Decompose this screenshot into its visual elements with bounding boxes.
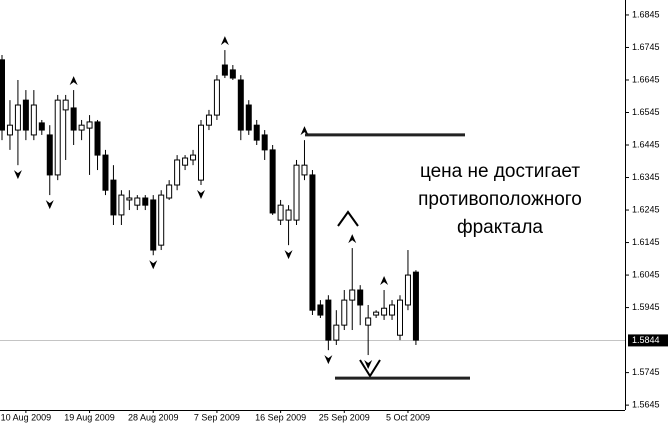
candle-body (134, 197, 141, 206)
candle-body (142, 197, 149, 206)
candle-body (62, 99, 69, 111)
candle-body (293, 164, 300, 221)
x-tick-label: 10 Aug 2009 (1, 412, 52, 422)
fractal-down (45, 200, 54, 210)
candle-body (166, 184, 173, 199)
candle-body (0, 59, 5, 131)
candle-body (54, 99, 61, 176)
candle-body (333, 324, 340, 341)
y-tick-label: 1.5945 (632, 302, 660, 312)
y-tick-label: 1.6845 (632, 9, 660, 19)
fractal-down (284, 250, 293, 260)
x-tick-label: 28 Aug 2009 (128, 412, 179, 422)
candle-body (397, 299, 403, 336)
y-tick-label: 1.6245 (632, 204, 660, 214)
candle-body (317, 304, 324, 316)
candle-body (309, 174, 316, 311)
fractal-down (197, 190, 205, 200)
candle-body (349, 289, 356, 301)
candle-body (404, 274, 411, 306)
candle-body (150, 199, 157, 251)
x-tick-label: 5 Oct 2009 (386, 412, 430, 422)
fractal-down (324, 355, 333, 365)
y-tick-label: 1.5745 (632, 367, 660, 377)
candle-body (341, 299, 348, 326)
candle-body (269, 149, 276, 214)
y-tick-label: 1.6745 (632, 42, 660, 52)
candle-body (389, 304, 396, 316)
candle-body (78, 124, 85, 131)
y-tick-label: 1.5645 (632, 399, 660, 409)
candle-body (174, 159, 181, 186)
fractal-up (69, 76, 78, 86)
candle-body (158, 194, 165, 246)
candle-body (110, 179, 117, 216)
fractal-up (300, 126, 309, 136)
x-tick-label: 19 Aug 2009 (64, 412, 115, 422)
x-tick-label: 7 Sep 2009 (194, 412, 240, 422)
candle-body (325, 299, 332, 341)
fractal-down (149, 260, 158, 270)
candle-body (126, 197, 133, 201)
candle-body (46, 134, 53, 176)
fractal-up (348, 234, 357, 244)
candle-body (6, 124, 13, 136)
candle-body (190, 154, 197, 161)
fractal-down (13, 170, 22, 180)
x-tick-label: 25 Sep 2009 (319, 412, 370, 422)
annotation: цена не достигает (420, 161, 580, 182)
candle-body (94, 121, 101, 156)
candle-body (301, 164, 308, 176)
candle-body (70, 107, 77, 131)
candle-body (198, 124, 204, 181)
candle-body (229, 69, 236, 79)
candle-body (412, 271, 419, 341)
candle-body (221, 64, 228, 76)
candle-body (245, 104, 252, 131)
y-tick-label: 1.6145 (632, 237, 660, 247)
candle-body (182, 157, 189, 166)
annotation: противоположного (418, 189, 582, 210)
annotation: фрактала (457, 217, 543, 238)
candle-body (30, 104, 37, 136)
x-tick-label: 16 Sep 2009 (255, 412, 306, 422)
y-tick-label: 1.6545 (632, 107, 660, 117)
candle-body (213, 79, 220, 116)
fractal-up (220, 36, 229, 46)
y-tick-label: 1.6345 (632, 172, 660, 182)
candle-body (22, 99, 29, 131)
up-chevron (337, 210, 359, 227)
candle-body (237, 79, 244, 131)
down-chevron (359, 359, 381, 378)
candle-body (261, 134, 268, 151)
candle-body (38, 122, 45, 131)
candle-body (118, 194, 125, 216)
y-tick-label: 1.6645 (632, 74, 660, 84)
candle-body (365, 317, 372, 326)
last-price-box (628, 334, 668, 347)
candle-body (14, 104, 21, 131)
candle-body (102, 154, 109, 191)
y-tick-label: 1.6445 (632, 139, 660, 149)
candle-body (86, 121, 93, 129)
candle-body (285, 209, 292, 221)
candle-body (277, 204, 284, 221)
candle-body (205, 114, 212, 126)
candle-body (373, 311, 380, 316)
fractal-down (364, 360, 373, 370)
candle-body (381, 307, 388, 316)
y-tick-label: 1.6045 (632, 269, 660, 279)
last-price-label: 1.5844 (632, 335, 660, 345)
candle-body (357, 289, 364, 306)
candle-body (253, 124, 260, 141)
fractal-up (380, 276, 389, 286)
